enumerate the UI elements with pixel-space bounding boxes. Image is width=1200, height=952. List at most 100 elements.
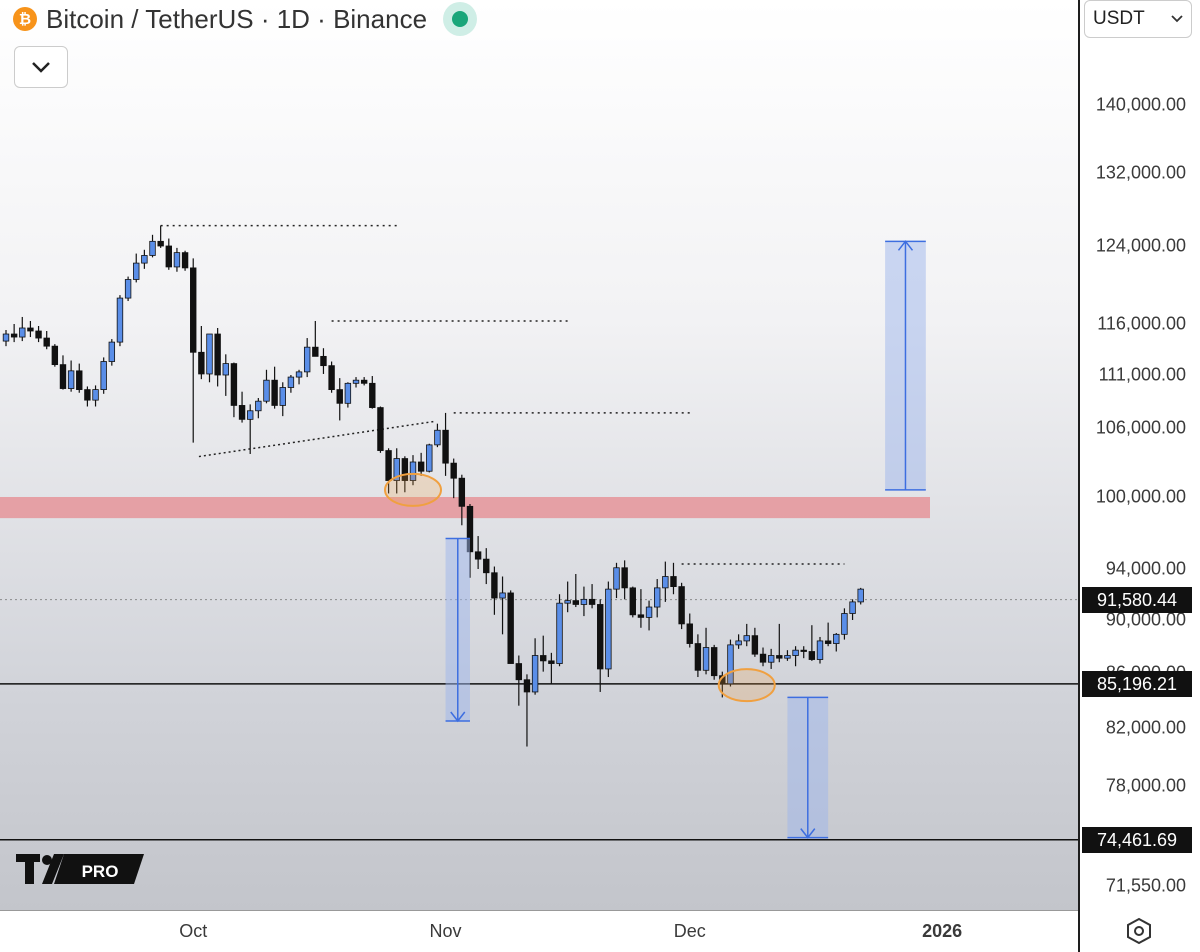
candle[interactable] (385, 448, 392, 494)
level-price-badge[interactable]: 74,461.69 (1082, 826, 1192, 853)
candle[interactable] (474, 536, 482, 569)
candle[interactable] (214, 327, 221, 387)
candle[interactable] (246, 404, 254, 454)
candle[interactable] (287, 375, 295, 393)
candle[interactable] (767, 648, 775, 669)
projection-arrow[interactable] (445, 537, 470, 723)
candle[interactable] (833, 633, 840, 652)
candle[interactable] (377, 406, 384, 453)
candle[interactable] (344, 382, 352, 408)
candle[interactable] (629, 586, 636, 618)
highlight-circle[interactable] (717, 668, 776, 703)
candle[interactable] (206, 333, 213, 383)
candle[interactable] (238, 391, 246, 423)
candle[interactable] (776, 623, 783, 663)
candle[interactable] (686, 613, 693, 648)
candle[interactable] (580, 586, 588, 617)
price-chart[interactable] (0, 0, 1078, 910)
current-price-badge[interactable]: 91,580.44 (1082, 586, 1192, 613)
candle[interactable] (499, 576, 506, 635)
candle[interactable] (523, 674, 531, 747)
candle[interactable] (76, 363, 83, 393)
collapse-button[interactable] (14, 46, 68, 88)
candle[interactable] (181, 250, 189, 271)
candle[interactable] (92, 385, 99, 407)
candle[interactable] (10, 324, 18, 343)
candle[interactable] (670, 562, 677, 595)
hexagon-settings-icon[interactable] (1124, 916, 1154, 946)
candle[interactable] (279, 382, 286, 417)
highlight-circle[interactable] (384, 472, 442, 507)
candle[interactable] (654, 579, 661, 618)
candle[interactable] (621, 560, 628, 600)
candle[interactable] (792, 646, 799, 667)
market-status-indicator[interactable] (443, 2, 478, 36)
candle[interactable] (800, 646, 807, 659)
candle[interactable] (19, 316, 26, 342)
candle[interactable] (426, 443, 433, 473)
candle[interactable] (857, 587, 864, 605)
candle[interactable] (173, 247, 181, 272)
candle[interactable] (515, 655, 523, 706)
candle[interactable] (613, 562, 620, 599)
candle[interactable] (222, 354, 229, 396)
candle[interactable] (491, 566, 498, 615)
candle[interactable] (556, 594, 563, 667)
candle[interactable] (108, 339, 116, 366)
candle[interactable] (320, 348, 327, 374)
candle[interactable] (597, 599, 604, 692)
candle[interactable] (116, 295, 124, 347)
candle[interactable] (124, 276, 132, 302)
projection-arrow[interactable] (787, 696, 829, 839)
candle[interactable] (328, 361, 335, 393)
candle[interactable] (743, 623, 750, 647)
candle[interactable] (149, 234, 156, 258)
candle[interactable] (190, 258, 197, 443)
candle[interactable] (442, 412, 449, 476)
symbol-title[interactable]: Bitcoin / TetherUS · 1D · Binance (46, 3, 428, 34)
candle[interactable] (564, 581, 571, 613)
currency-select[interactable]: USDT (1084, 0, 1192, 38)
candle[interactable] (303, 338, 311, 378)
candle[interactable] (637, 589, 645, 628)
candle[interactable] (100, 357, 107, 394)
candle[interactable] (694, 634, 702, 678)
candle[interactable] (702, 627, 710, 675)
support-zone[interactable] (0, 497, 930, 519)
candle[interactable] (393, 448, 400, 494)
candle[interactable] (51, 344, 59, 367)
ascending-trendline[interactable] (198, 420, 436, 458)
candle[interactable] (751, 627, 759, 657)
candle[interactable] (849, 599, 856, 620)
candle[interactable] (735, 634, 742, 649)
candle[interactable] (727, 639, 734, 687)
candle[interactable] (816, 636, 824, 664)
candle[interactable] (507, 590, 514, 664)
chart-plot-area[interactable] (0, 0, 1078, 910)
candle[interactable] (458, 474, 466, 526)
candle[interactable] (141, 249, 148, 269)
candle[interactable] (678, 582, 685, 630)
candle[interactable] (133, 253, 140, 283)
candle[interactable] (263, 369, 270, 404)
candle[interactable] (369, 376, 376, 409)
time-axis[interactable]: Oct Nov Dec 2026 (0, 910, 1078, 952)
candle[interactable] (43, 331, 50, 350)
candle[interactable] (759, 647, 767, 667)
candle[interactable] (165, 238, 172, 270)
candle[interactable] (360, 377, 368, 386)
candle[interactable] (572, 574, 579, 608)
projection-arrow[interactable] (885, 240, 926, 491)
candle[interactable] (483, 548, 490, 585)
candle[interactable] (35, 325, 42, 343)
candle[interactable] (409, 455, 417, 486)
candle[interactable] (531, 638, 539, 695)
candle[interactable] (710, 644, 718, 680)
candle[interactable] (417, 452, 425, 476)
candle[interactable] (841, 608, 848, 640)
candle[interactable] (2, 330, 10, 347)
candle[interactable] (662, 561, 669, 602)
candle[interactable] (157, 225, 164, 248)
candle[interactable] (784, 650, 791, 661)
candle[interactable] (548, 652, 555, 684)
